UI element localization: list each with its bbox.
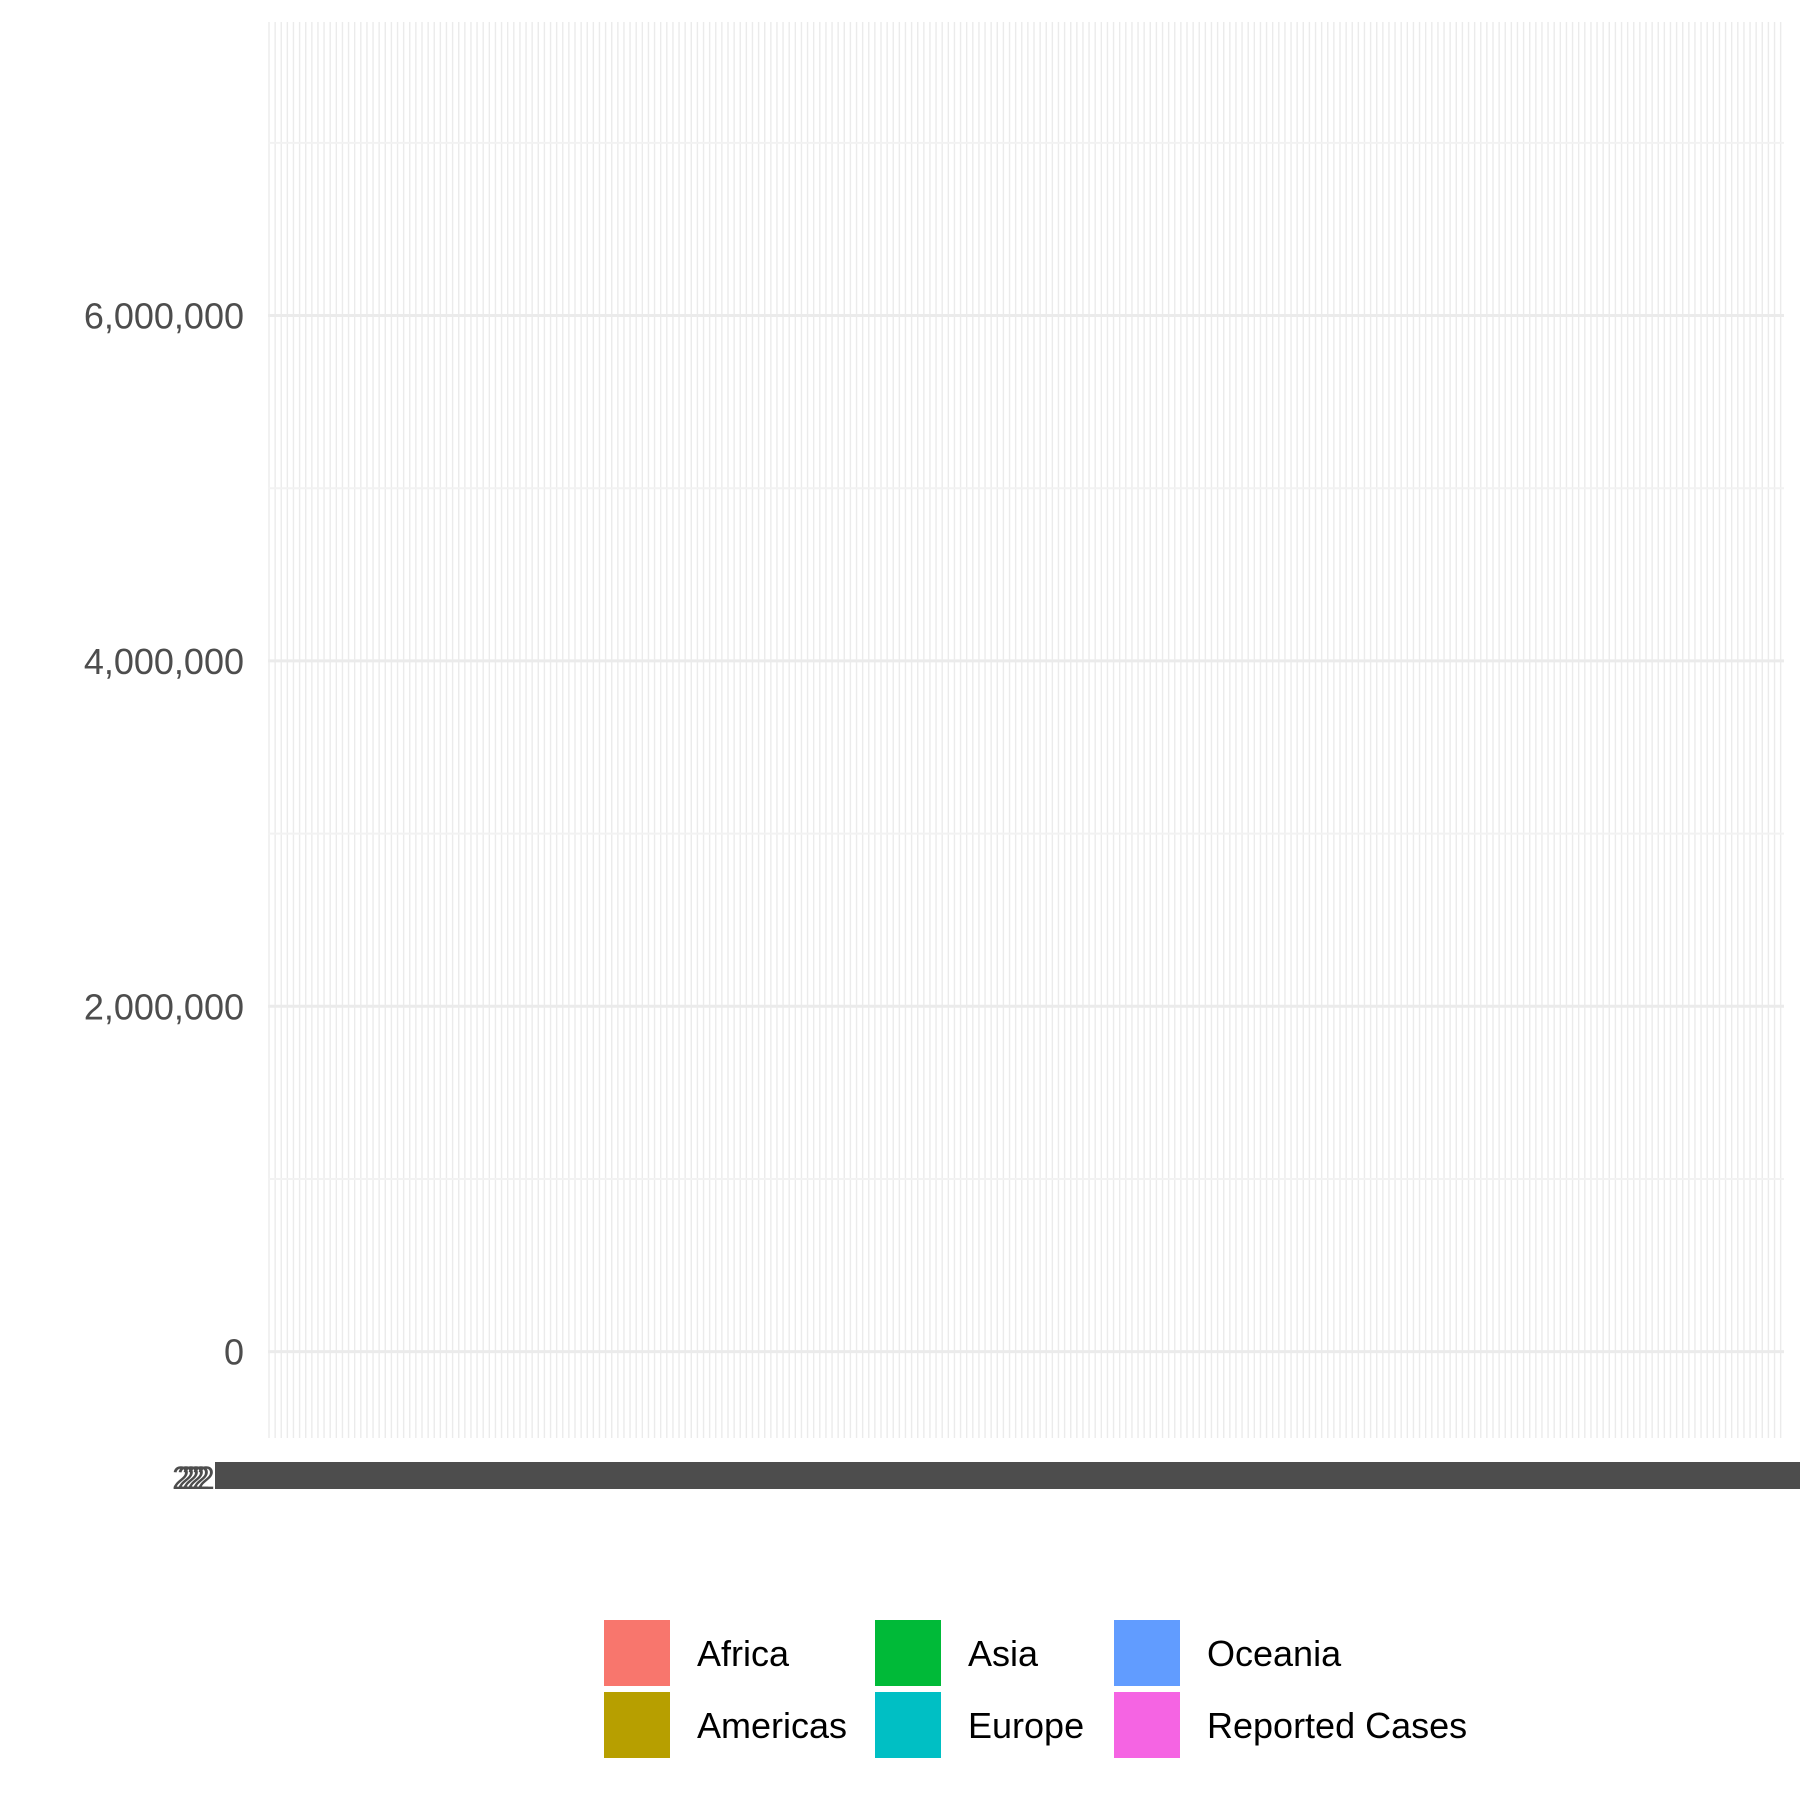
x-tick-label: 2 [177,1460,195,1496]
legend-item: Africa [604,1620,790,1686]
x-tick-label: 2 [192,1460,210,1496]
legend-item: Oceania [1114,1620,1342,1686]
y-tick-label: 2,000,000 [84,986,244,1027]
y-tick-label: 6,000,000 [84,296,244,337]
legend-item: Reported Cases [1114,1692,1467,1758]
y-tick-label: 4,000,000 [84,641,244,682]
legend-label: Africa [697,1633,790,1674]
legend-swatch [604,1620,670,1686]
legend-swatch [875,1620,941,1686]
x-tick-label: 2 [187,1460,205,1496]
legend-label: Reported Cases [1207,1705,1467,1746]
y-gridlines [268,141,1784,1354]
legend-label: Oceania [1207,1633,1342,1674]
x-tick-label: 2 [197,1460,215,1496]
legend-item: Asia [875,1620,1039,1686]
legend-item: Americas [604,1692,847,1758]
legend-swatch [604,1692,670,1758]
legend: Africa Americas Asia Europe Oceania Reported … [604,1620,1467,1758]
legend-item: Europe [875,1692,1084,1758]
legend-swatch [875,1692,941,1758]
plot-panel [268,22,1784,1438]
legend-label: Europe [968,1705,1084,1746]
x-tick-label: 2 [172,1460,190,1496]
y-axis: 0 2,000,000 4,000,000 6,000,000 [84,296,244,1373]
legend-label: Asia [968,1633,1039,1674]
y-tick-label: 0 [224,1332,244,1373]
x-tick-label-band [215,1462,1800,1489]
x-gridlines [268,22,1782,1438]
legend-swatch [1114,1692,1180,1758]
x-tick-label: 2 [182,1460,200,1496]
legend-swatch [1114,1620,1180,1686]
legend-label: Americas [697,1705,847,1746]
